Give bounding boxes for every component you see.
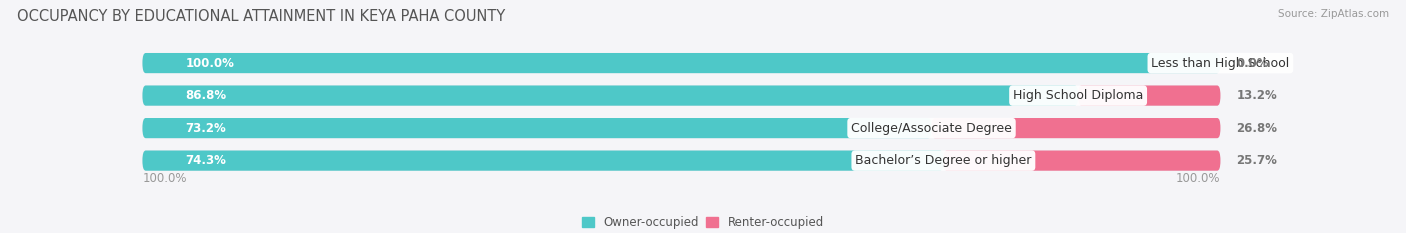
- Text: 25.7%: 25.7%: [1237, 154, 1278, 167]
- FancyBboxPatch shape: [932, 118, 1220, 138]
- Text: Less than High School: Less than High School: [1152, 57, 1289, 70]
- Text: 0.0%: 0.0%: [1237, 57, 1270, 70]
- Text: High School Diploma: High School Diploma: [1012, 89, 1143, 102]
- FancyBboxPatch shape: [142, 53, 1220, 73]
- Legend: Owner-occupied, Renter-occupied: Owner-occupied, Renter-occupied: [582, 216, 824, 229]
- Text: 26.8%: 26.8%: [1237, 122, 1278, 135]
- Text: Bachelor’s Degree or higher: Bachelor’s Degree or higher: [855, 154, 1032, 167]
- FancyBboxPatch shape: [142, 118, 1220, 138]
- FancyBboxPatch shape: [943, 151, 1220, 171]
- Text: 86.8%: 86.8%: [186, 89, 226, 102]
- Text: OCCUPANCY BY EDUCATIONAL ATTAINMENT IN KEYA PAHA COUNTY: OCCUPANCY BY EDUCATIONAL ATTAINMENT IN K…: [17, 9, 505, 24]
- Text: 13.2%: 13.2%: [1237, 89, 1277, 102]
- FancyBboxPatch shape: [142, 118, 932, 138]
- FancyBboxPatch shape: [142, 151, 1220, 171]
- FancyBboxPatch shape: [142, 86, 1078, 106]
- FancyBboxPatch shape: [1078, 86, 1220, 106]
- FancyBboxPatch shape: [142, 53, 1220, 73]
- Text: 100.0%: 100.0%: [1175, 172, 1220, 185]
- Text: 74.3%: 74.3%: [186, 154, 226, 167]
- Text: Source: ZipAtlas.com: Source: ZipAtlas.com: [1278, 9, 1389, 19]
- Text: 100.0%: 100.0%: [186, 57, 235, 70]
- Text: 100.0%: 100.0%: [142, 172, 187, 185]
- Text: 73.2%: 73.2%: [186, 122, 226, 135]
- FancyBboxPatch shape: [142, 151, 943, 171]
- FancyBboxPatch shape: [142, 86, 1220, 106]
- Text: College/Associate Degree: College/Associate Degree: [851, 122, 1012, 135]
